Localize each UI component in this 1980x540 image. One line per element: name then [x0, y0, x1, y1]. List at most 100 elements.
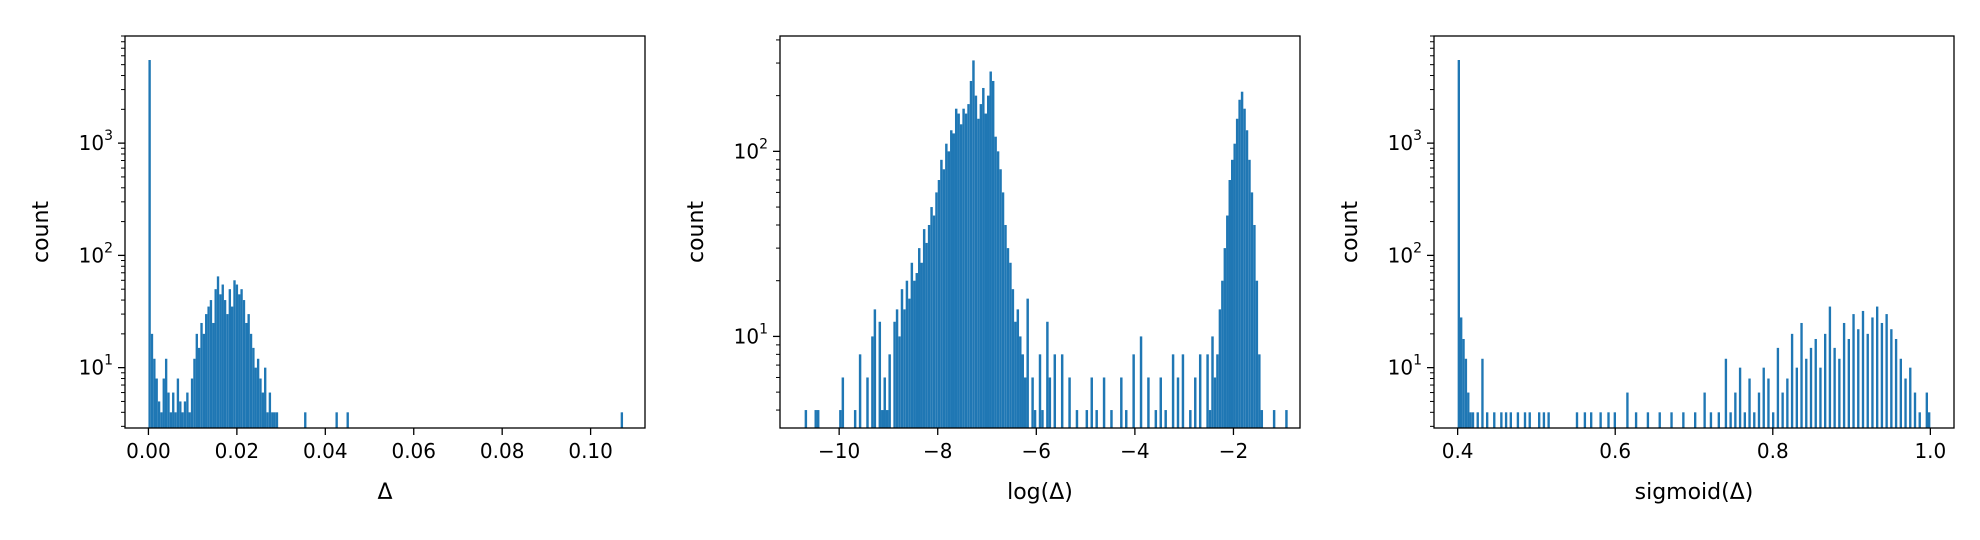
delta-bar — [160, 412, 163, 428]
sigmoid-delta-bar — [1724, 358, 1728, 428]
log-delta-bar — [922, 229, 926, 428]
sigmoid-delta-bar — [1457, 60, 1460, 428]
log-delta-bar — [999, 169, 1002, 428]
delta-bars — [148, 60, 624, 428]
delta-bar — [228, 289, 232, 428]
log-delta-bar — [945, 143, 948, 428]
delta-bar — [335, 412, 338, 428]
sigmoid-delta-bar — [1814, 338, 1817, 428]
log-delta-bar — [1085, 410, 1089, 428]
log-delta-bar — [883, 377, 886, 428]
log-delta-bar — [1164, 410, 1167, 428]
sigmoid-delta-bar — [1828, 306, 1832, 428]
log-delta-bar — [816, 410, 820, 428]
sigmoid-delta-bar — [1899, 358, 1902, 428]
sigmoid-delta-bar — [1509, 412, 1512, 428]
log-delta-bar — [1216, 354, 1219, 428]
sigmoid-delta-bar — [1486, 412, 1489, 428]
delta-bar — [223, 300, 227, 428]
sigmoid-delta-bar — [1599, 412, 1602, 428]
sigmoid-delta-bar — [1925, 392, 1928, 428]
log-delta-bar — [1253, 224, 1256, 428]
sigmoid-delta-x-tick-label: 0.4 — [1442, 439, 1474, 463]
sigmoid-delta-bar — [1861, 310, 1865, 428]
log-delta-y-tick-label: 102 — [734, 136, 768, 163]
delta-bar — [235, 284, 239, 428]
sigmoid-delta-bar — [1729, 412, 1732, 428]
log-delta-bar — [853, 410, 857, 428]
sigmoid-delta-bar — [1670, 412, 1673, 428]
log-delta-bar — [1226, 215, 1229, 428]
log-delta-bar — [1240, 91, 1244, 429]
log-delta-bar — [940, 159, 943, 428]
log-delta-bar — [935, 192, 938, 428]
log-delta-bar — [878, 321, 882, 428]
delta-bar — [186, 392, 189, 428]
delta-bar — [193, 358, 196, 428]
delta-y-tick-label: 102 — [79, 240, 113, 267]
log-delta-bar — [1245, 130, 1249, 428]
delta-bar — [230, 306, 234, 428]
delta-bar — [150, 333, 154, 428]
sigmoid-delta-bar — [1753, 412, 1756, 428]
sigmoid-delta-bar — [1464, 358, 1468, 428]
delta-bar — [176, 378, 180, 428]
log-delta-bar — [918, 248, 921, 428]
log-delta-bar — [1285, 410, 1288, 428]
sigmoid-delta-bar — [1613, 412, 1616, 428]
log-delta-bar — [1250, 192, 1254, 428]
delta-bar — [157, 401, 161, 428]
log-delta-bar — [964, 113, 968, 428]
sigmoid-delta-bar — [1786, 378, 1789, 428]
delta-bar — [200, 322, 203, 428]
log-delta-bars — [804, 60, 1288, 429]
sigmoid-delta-bar — [1838, 358, 1841, 428]
log-delta-bar — [1258, 354, 1261, 428]
sigmoid-delta-x-tick-label: 1.0 — [1914, 439, 1946, 463]
sigmoid-delta-bar — [1852, 314, 1855, 428]
delta-bar — [620, 412, 624, 428]
log-delta-bar — [1038, 354, 1042, 428]
delta-bar — [252, 347, 255, 428]
sigmoid-delta-bar — [1703, 392, 1706, 428]
log-delta-bar — [1053, 354, 1057, 428]
delta-y-tick-label: 101 — [79, 353, 113, 380]
log-delta-bar — [974, 95, 978, 428]
log-delta-bar — [967, 104, 970, 428]
log-delta-x-tick-label: −6 — [1022, 439, 1051, 463]
delta-bar — [275, 412, 279, 428]
sigmoid-delta-bar — [1894, 338, 1898, 428]
delta-bar — [164, 358, 168, 428]
delta-bar — [261, 392, 264, 428]
delta-bar — [181, 412, 184, 428]
sigmoid-delta-bar — [1809, 347, 1813, 428]
log-delta-bar — [888, 354, 891, 428]
sigmoid-delta-bar — [1871, 317, 1874, 428]
delta-bar — [219, 294, 222, 428]
log-delta-bar — [1171, 354, 1175, 428]
log-delta-x-tick-label: −4 — [1120, 439, 1149, 463]
sigmoid-delta-bar — [1734, 392, 1737, 428]
log-delta-bar — [1075, 410, 1079, 428]
log-delta-bar — [895, 309, 899, 428]
delta-x-tick-label: 0.10 — [568, 439, 613, 463]
sigmoid-delta-bar — [1857, 329, 1860, 428]
log-delta-bar — [910, 262, 914, 428]
sigmoid-delta-bar — [1866, 333, 1869, 428]
sigmoid-delta-bar — [1762, 367, 1765, 428]
log-delta-bar — [954, 108, 958, 428]
log-delta-bar — [930, 207, 933, 428]
sigmoid-delta-bar — [1800, 322, 1803, 428]
delta-histogram-xlabel: Δ — [377, 480, 392, 505]
delta-bar — [216, 276, 220, 428]
delta-x-tick-label: 0.08 — [480, 439, 525, 463]
delta-histogram-ylabel: count — [29, 201, 54, 263]
log-delta-bar — [881, 410, 884, 428]
log-delta-bar — [915, 273, 919, 428]
log-delta-bar — [1120, 377, 1123, 428]
sigmoid-delta-bar — [1523, 412, 1527, 428]
log-delta-bar — [839, 410, 842, 428]
sigmoid-delta-bar — [1795, 367, 1798, 428]
log-delta-bar — [1147, 377, 1150, 428]
sigmoid-delta-bar — [1575, 412, 1579, 428]
